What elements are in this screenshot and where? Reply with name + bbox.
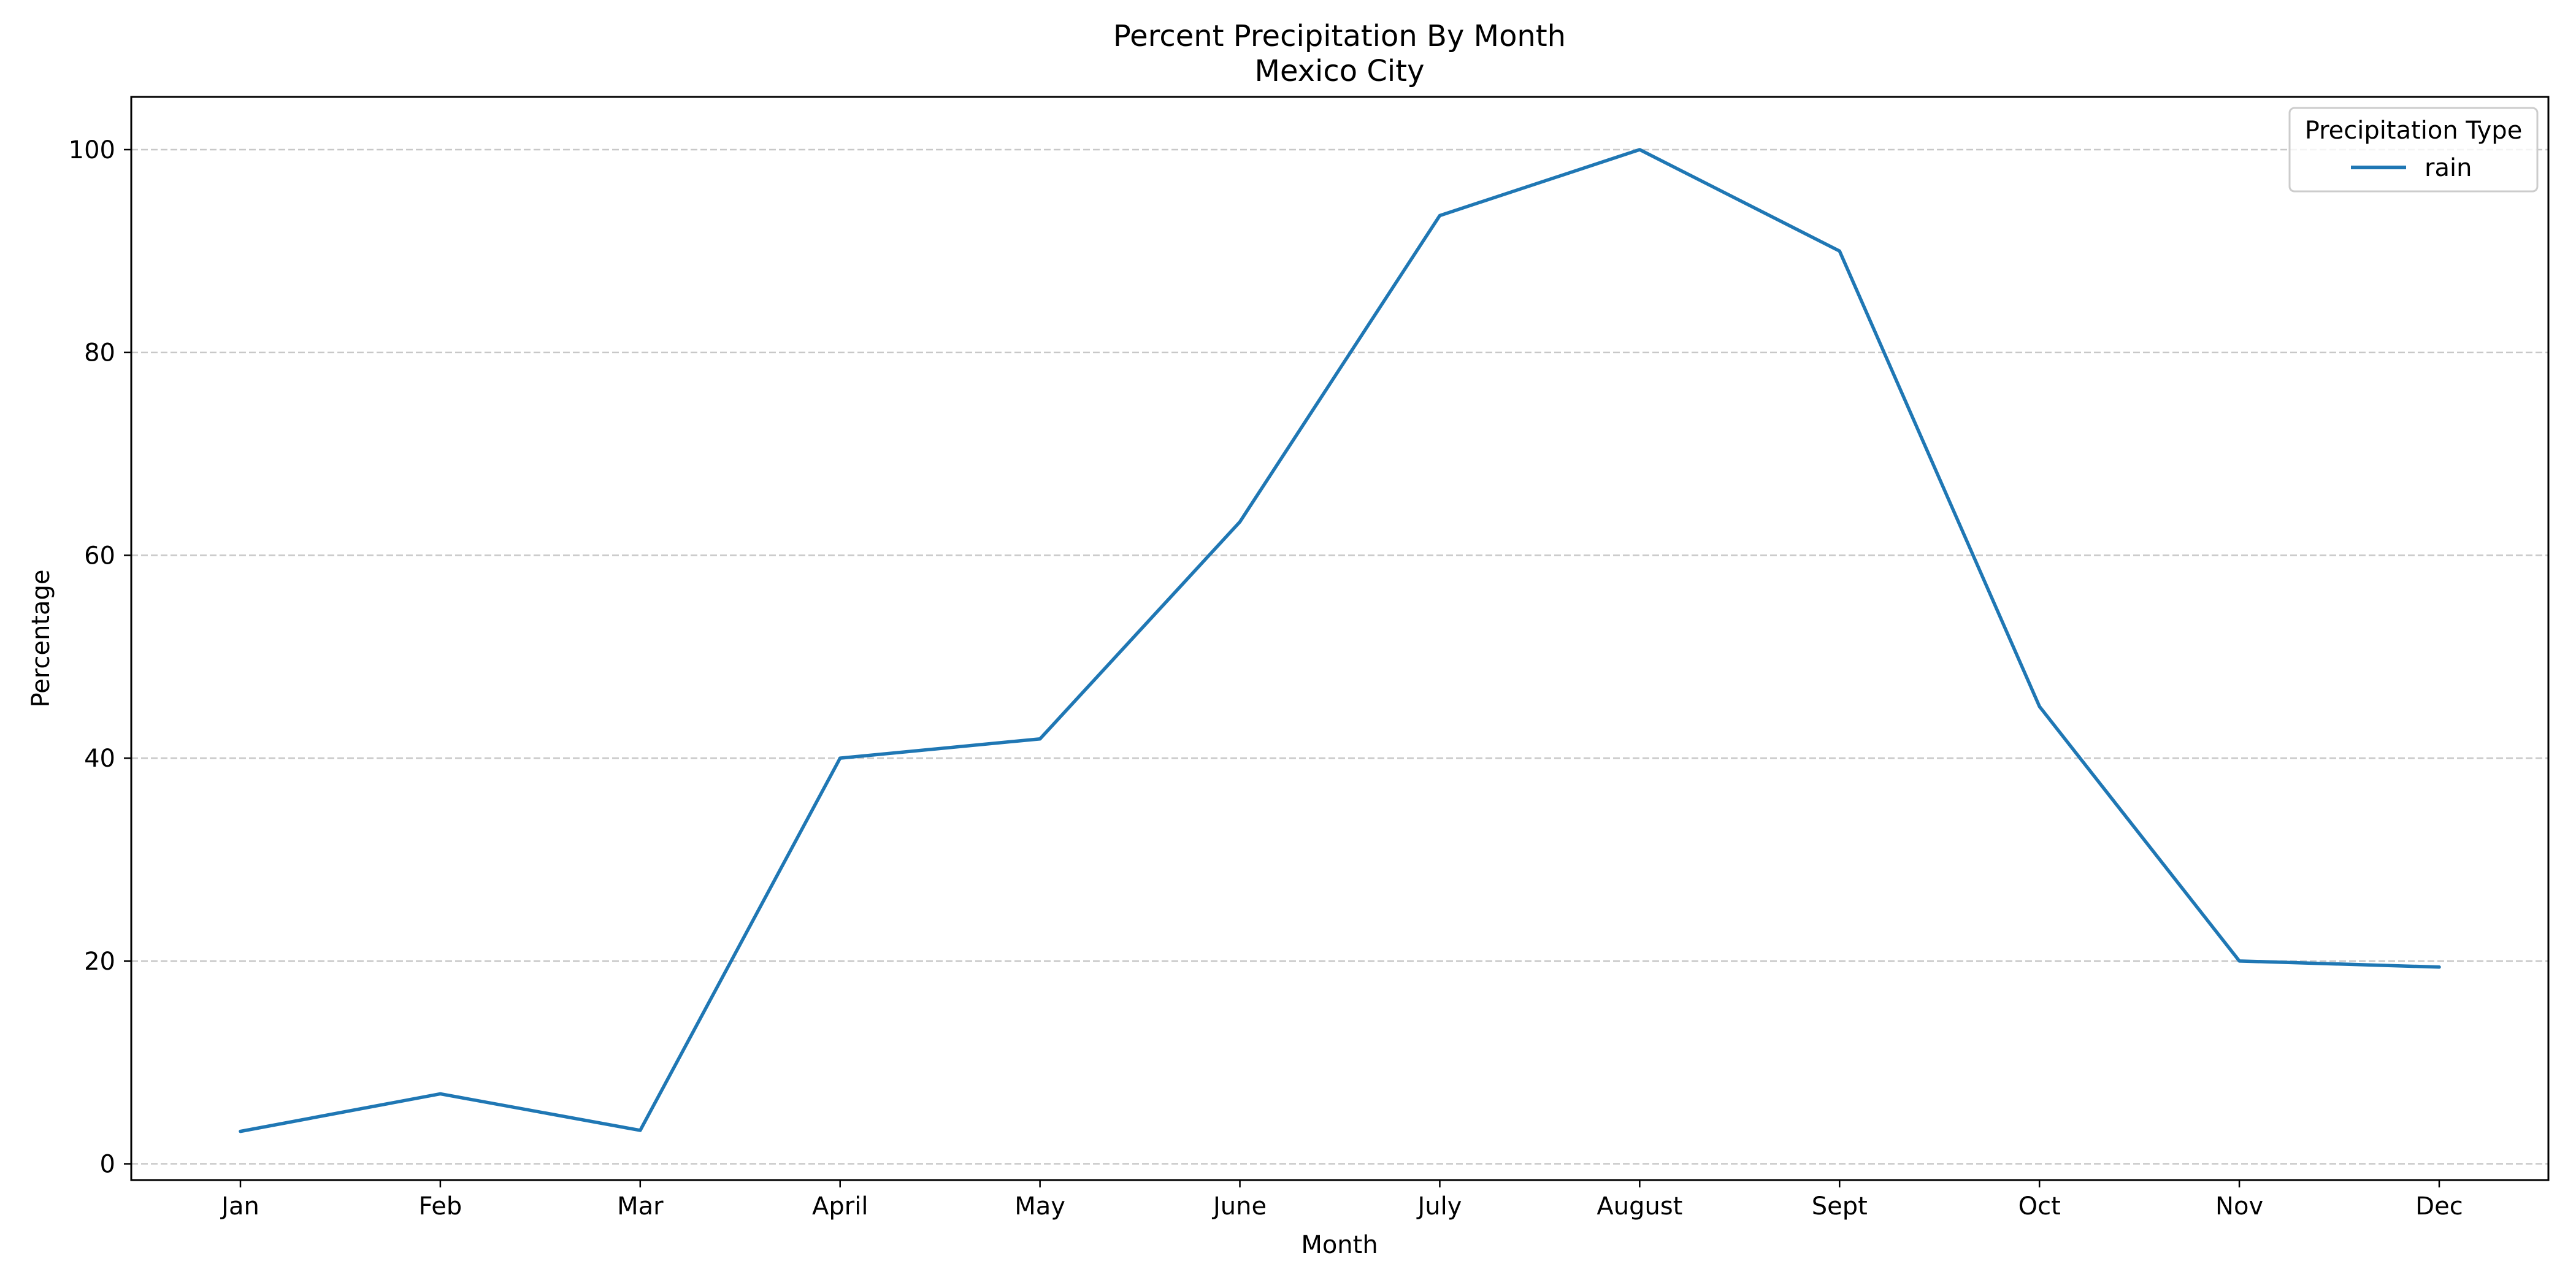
data-point-august: [1638, 148, 1641, 151]
chart-subtitle: Mexico City: [1255, 54, 1425, 88]
data-point-nov: [2237, 959, 2241, 963]
legend: Precipitation Type rain: [2288, 107, 2539, 193]
y-tick-label-40: 40: [84, 745, 115, 773]
data-point-feb: [439, 1092, 442, 1095]
y-axis: 0 20 40 60 80 100: [69, 136, 131, 1179]
legend-box: [2288, 107, 2539, 193]
y-tick-label-100: 100: [69, 136, 115, 164]
x-axis-label: Month: [1301, 1231, 1378, 1259]
gridlines: [131, 148, 2548, 1165]
data-point-april: [838, 756, 842, 760]
series-line-rain: [239, 148, 2441, 1133]
y-tick-label-20: 20: [84, 948, 115, 976]
data-point-jan: [239, 1130, 242, 1133]
y-tick-label-60: 60: [84, 542, 115, 570]
x-tick-label-august: August: [1597, 1192, 1682, 1221]
plot-frame: [130, 96, 2550, 1181]
x-tick-label-july: July: [1416, 1192, 1462, 1221]
chart-title: Percent Precipitation By Month: [1113, 19, 1566, 53]
x-tick-label-mar: Mar: [617, 1192, 664, 1221]
data-point-may: [1038, 737, 1042, 741]
x-axis: Jan Feb Mar April May June July August Sept Oct No…: [220, 1180, 2463, 1221]
data-point-july: [1438, 213, 1441, 217]
x-tick-label-dec: Dec: [2415, 1192, 2463, 1221]
x-tick-label-nov: Nov: [2215, 1192, 2263, 1221]
y-axis-label: Percentage: [27, 569, 55, 707]
x-tick-label-may: May: [1014, 1192, 1065, 1221]
x-tick-label-oct: Oct: [2018, 1192, 2061, 1221]
data-point-mar: [638, 1129, 642, 1132]
x-tick-label-june: June: [1211, 1192, 1267, 1221]
data-point-oct: [2037, 705, 2041, 708]
x-tick-label-jan: Jan: [220, 1192, 259, 1221]
data-point-sept: [1838, 249, 1841, 253]
x-tick-label-april: April: [812, 1192, 868, 1221]
legend-title: Precipitation Type: [2305, 117, 2523, 145]
y-tick-label-80: 80: [84, 339, 115, 367]
data-point-june: [1238, 520, 1242, 524]
y-tick-label-0: 0: [100, 1151, 115, 1179]
legend-label-rain: rain: [2425, 154, 2472, 182]
x-tick-label-sept: Sept: [1812, 1192, 1868, 1221]
x-tick-label-feb: Feb: [418, 1192, 462, 1221]
series-area: [239, 148, 2441, 1133]
data-point-dec: [2437, 965, 2441, 969]
